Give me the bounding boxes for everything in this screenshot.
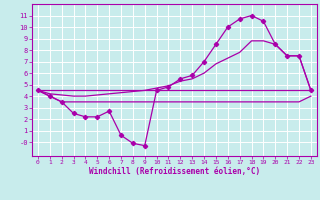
X-axis label: Windchill (Refroidissement éolien,°C): Windchill (Refroidissement éolien,°C) (89, 167, 260, 176)
